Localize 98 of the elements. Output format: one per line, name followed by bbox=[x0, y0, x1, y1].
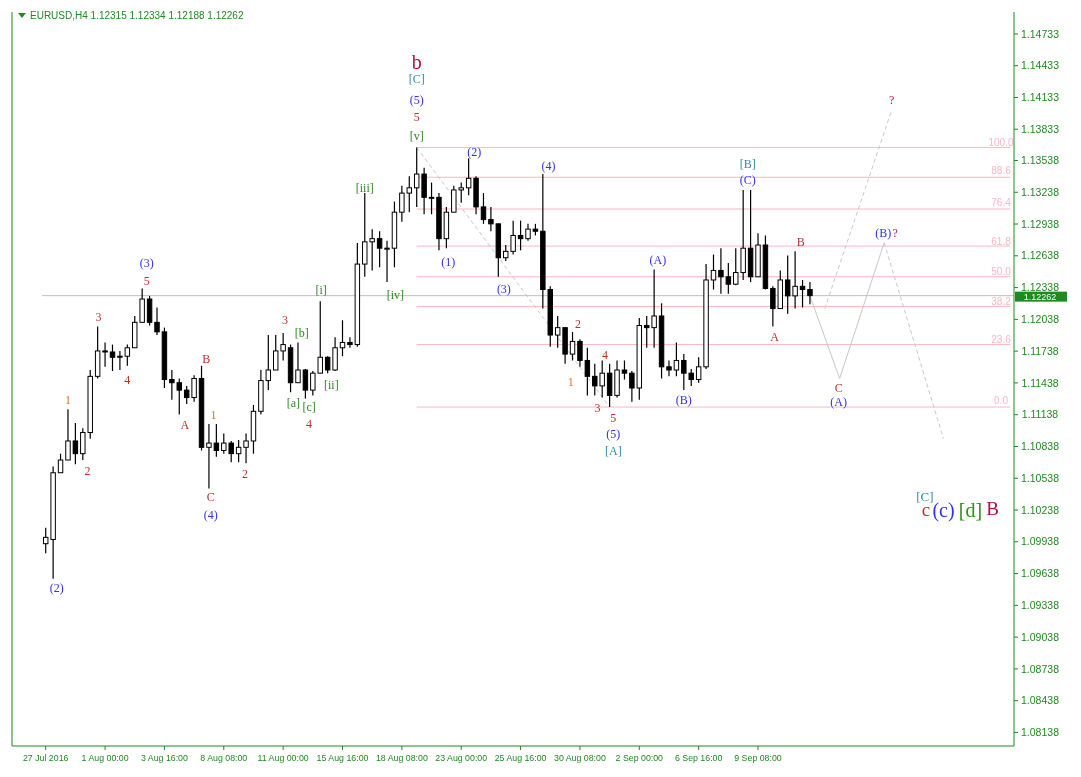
annotation: 2 bbox=[575, 316, 582, 331]
annotation: 1 bbox=[64, 392, 71, 407]
annotation: [d] bbox=[958, 498, 983, 521]
x-tick-label: 6 Sep 16:00 bbox=[674, 753, 723, 763]
x-tick-label: 30 Aug 08:00 bbox=[554, 753, 606, 763]
annotation: 23.6 bbox=[991, 333, 1012, 345]
annotation: (5) bbox=[409, 93, 424, 108]
annotation: [B] bbox=[739, 156, 756, 171]
x-tick-label: 8 Aug 08:00 bbox=[200, 753, 248, 763]
annotation: (B) bbox=[675, 392, 692, 407]
annotation: C bbox=[834, 381, 843, 396]
annotation: A bbox=[180, 418, 190, 433]
annotation: (3) bbox=[139, 256, 154, 271]
annotation: [v] bbox=[409, 129, 424, 144]
annotation: ? bbox=[892, 225, 898, 240]
annotation: 4 bbox=[124, 372, 131, 387]
annotation: 3 bbox=[594, 401, 601, 416]
annotation: [A] bbox=[604, 443, 622, 458]
annotation: 76.4 bbox=[991, 197, 1012, 209]
annotation: 50.0 bbox=[991, 265, 1012, 277]
ref-line-label: 1.12262 bbox=[1023, 291, 1057, 302]
x-tick-label: 11 Aug 00:00 bbox=[257, 753, 309, 763]
annotation: 5 bbox=[610, 410, 617, 425]
annotation: 3 bbox=[282, 313, 288, 328]
y-tick-label: 1.14433 bbox=[1021, 59, 1060, 72]
annotation: [b] bbox=[294, 326, 309, 341]
y-tick-label: 1.11738 bbox=[1021, 344, 1059, 357]
y-tick-label: 1.14133 bbox=[1021, 91, 1060, 104]
annotation: (A) bbox=[830, 394, 848, 409]
y-tick-label: 1.13238 bbox=[1021, 185, 1060, 198]
y-tick-label: 1.12938 bbox=[1021, 217, 1060, 230]
annotation: B bbox=[202, 351, 211, 366]
y-tick-label: 1.09338 bbox=[1021, 599, 1060, 612]
annotation: 2 bbox=[242, 467, 249, 481]
annotation: (c) bbox=[932, 498, 955, 522]
annotation: 88.6 bbox=[991, 165, 1012, 177]
annotation: [i] bbox=[315, 282, 327, 297]
annotation: ? bbox=[888, 93, 895, 108]
annotation: (3) bbox=[496, 281, 511, 296]
y-tick-label: 1.10838 bbox=[1021, 440, 1060, 453]
annotation: 2 bbox=[84, 463, 91, 478]
annotation: [iii] bbox=[355, 181, 374, 196]
x-tick-label: 2 Sep 00:00 bbox=[615, 753, 664, 763]
y-tick-label: 1.11438 bbox=[1021, 376, 1059, 389]
x-tick-label: 9 Sep 08:00 bbox=[734, 753, 782, 763]
annotation: b bbox=[411, 50, 422, 73]
y-tick-label: 1.14733 bbox=[1021, 27, 1060, 40]
annotation: A bbox=[770, 330, 780, 345]
annotation: 3 bbox=[95, 310, 102, 325]
y-tick-label: 1.11138 bbox=[1021, 408, 1059, 421]
annotation: B bbox=[796, 235, 805, 250]
y-tick-label: 1.09938 bbox=[1021, 535, 1060, 548]
y-tick-label: 1.08138 bbox=[1021, 726, 1060, 739]
annotation: [ii] bbox=[324, 378, 339, 393]
annotation: 5 bbox=[143, 274, 150, 289]
annotation: 0.0 bbox=[994, 395, 1009, 407]
annotation: 38.2 bbox=[991, 295, 1012, 307]
annotation: C bbox=[206, 490, 215, 505]
annotation: (4) bbox=[203, 508, 218, 523]
annotation: [C] bbox=[408, 71, 425, 86]
x-tick-label: 27 Jul 2016 bbox=[22, 753, 69, 763]
x-tick-label: 1 Aug 00:00 bbox=[81, 753, 129, 763]
annotation: (5) bbox=[606, 426, 621, 441]
y-tick-label: 1.08738 bbox=[1021, 662, 1060, 675]
y-tick-label: 1.12038 bbox=[1021, 313, 1060, 326]
annotation: [iv] bbox=[386, 288, 405, 302]
annotation: 100.0 bbox=[988, 136, 1014, 148]
annotation: (2) bbox=[467, 145, 482, 160]
y-tick-label: 1.13538 bbox=[1021, 154, 1060, 167]
y-tick-label: 1.10538 bbox=[1021, 471, 1060, 484]
annotation: [c] bbox=[302, 400, 316, 415]
x-tick-label: 23 Aug 00:00 bbox=[435, 753, 488, 763]
y-tick-label: 1.08438 bbox=[1021, 694, 1060, 707]
y-tick-label: 1.09638 bbox=[1021, 567, 1060, 580]
x-tick-label: 15 Aug 16:00 bbox=[316, 753, 369, 763]
annotation: 4 bbox=[601, 348, 608, 363]
annotation: (4) bbox=[541, 158, 556, 173]
annotation: 61.8 bbox=[991, 236, 1012, 248]
y-tick-label: 1.12638 bbox=[1021, 249, 1060, 262]
annotation: 1 bbox=[567, 374, 574, 389]
x-tick-label: 3 Aug 16:00 bbox=[140, 753, 189, 763]
annotation: (1) bbox=[441, 255, 456, 270]
annotation: (A) bbox=[649, 253, 667, 268]
y-tick-label: 1.09038 bbox=[1021, 630, 1060, 643]
annotation: (2) bbox=[49, 581, 64, 596]
y-tick-label: 1.12338 bbox=[1021, 281, 1060, 294]
annotation: 1 bbox=[210, 407, 217, 422]
annotation: (C) bbox=[739, 172, 756, 187]
x-tick-label: 25 Aug 16:00 bbox=[494, 753, 547, 763]
annotation: B bbox=[986, 498, 1000, 520]
annotation: (B) bbox=[875, 225, 892, 240]
annotation: [a] bbox=[286, 396, 301, 411]
x-tick-label: 18 Aug 08:00 bbox=[375, 753, 428, 763]
annotation: 4 bbox=[306, 417, 313, 432]
y-tick-label: 1.13833 bbox=[1021, 122, 1060, 135]
annotation: 5 bbox=[413, 110, 420, 125]
y-tick-label: 1.10238 bbox=[1021, 503, 1060, 516]
chart-title: EURUSD,H4 1.12315 1.12334 1.12188 1.12262 bbox=[30, 10, 244, 21]
